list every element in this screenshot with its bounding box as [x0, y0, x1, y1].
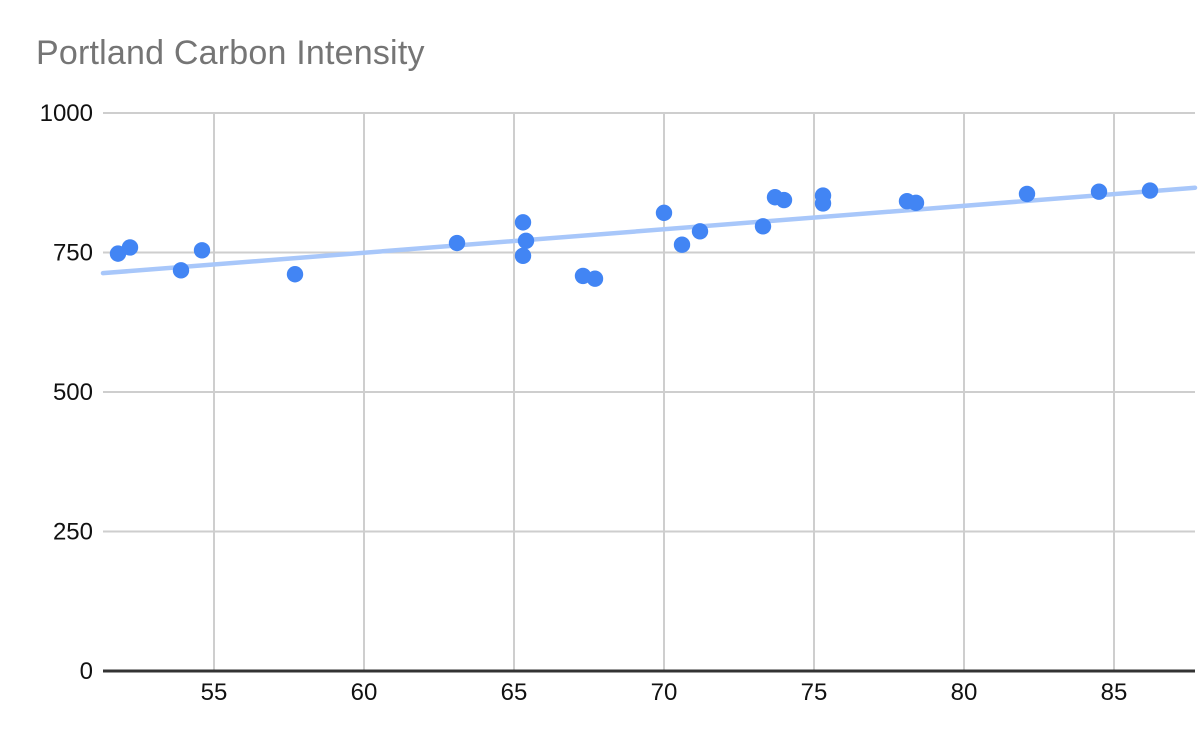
data-point	[691, 223, 709, 240]
data-point	[1141, 182, 1159, 199]
x-tick-label: 55	[201, 679, 228, 706]
data-point	[514, 247, 532, 265]
y-tick-label: 500	[53, 379, 93, 406]
x-tick-label: 75	[801, 679, 828, 706]
data-point	[514, 214, 532, 231]
data-point	[121, 239, 139, 256]
x-tick-label: 85	[1101, 679, 1128, 706]
x-tick-label: 70	[651, 679, 678, 706]
x-tick-label: 60	[351, 679, 378, 706]
data-point	[193, 242, 211, 259]
data-point	[907, 194, 925, 212]
data-point	[448, 234, 466, 252]
data-point	[1018, 185, 1036, 203]
data-point	[673, 236, 691, 253]
data-point	[1090, 183, 1108, 200]
y-tick-label: 1000	[40, 100, 93, 127]
y-tick-label: 0	[80, 658, 93, 685]
data-point	[586, 270, 604, 287]
x-tick-label: 65	[501, 679, 528, 706]
trendline	[100, 185, 1198, 276]
data-point	[655, 204, 673, 222]
data-point	[814, 195, 832, 212]
data-point	[286, 266, 304, 283]
data-point	[517, 232, 535, 249]
y-tick-label: 250	[53, 519, 93, 546]
data-point	[172, 262, 190, 279]
x-tick-label: 80	[951, 679, 978, 706]
y-tick-label: 750	[53, 240, 93, 267]
chart-title: Portland Carbon Intensity	[36, 34, 425, 72]
data-point	[775, 191, 793, 209]
data-point	[754, 218, 772, 235]
